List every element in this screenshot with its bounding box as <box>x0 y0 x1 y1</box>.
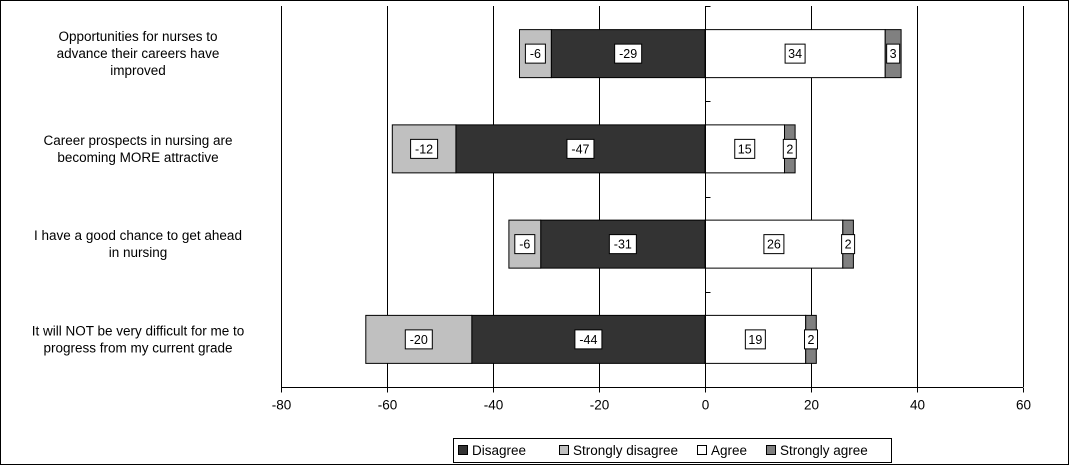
bar-disagree-2 <box>540 219 706 269</box>
data-label-1-0: -47 <box>571 142 589 156</box>
data-label-box-1-1 <box>410 138 439 159</box>
data-label-box-0-0 <box>614 43 643 64</box>
legend-box <box>453 438 892 463</box>
data-label-box-3-0 <box>574 329 603 350</box>
data-label-box-2-1 <box>514 234 536 255</box>
x-tick-label-7: 60 <box>1016 398 1031 413</box>
data-label-3-0: -44 <box>579 333 597 347</box>
data-label-box-1-0 <box>566 138 595 159</box>
category-label-3: It will NOT be very difficult for me to p… <box>32 323 245 355</box>
legend-label-strongly-disagree: Strongly disagree <box>573 443 678 458</box>
data-label-1-1: -12 <box>415 142 433 156</box>
data-label-box-3-3 <box>804 329 818 350</box>
legend-swatch-strongly-disagree <box>559 445 569 455</box>
data-label-box-2-0 <box>608 234 637 255</box>
legend-swatch-disagree <box>458 445 468 455</box>
data-label-box-0-3 <box>886 43 901 64</box>
x-tick-label-1: -60 <box>378 398 398 413</box>
category-label-1: Career prospects in nursing are becoming … <box>43 133 232 165</box>
data-label-0-0: -29 <box>619 47 637 61</box>
data-label-0-1: -6 <box>530 47 541 61</box>
legend-label-agree: Agree <box>711 443 747 458</box>
data-label-0-3: 3 <box>890 47 897 61</box>
data-label-box-0-1 <box>524 43 546 64</box>
data-label-box-3-1 <box>404 329 433 350</box>
data-label-2-1: -6 <box>519 238 530 252</box>
data-label-3-1: -20 <box>410 333 428 347</box>
x-tick-label-6: 40 <box>910 398 925 413</box>
x-tick-label-0: -80 <box>272 398 292 413</box>
category-label-2: I have a good chance to get ahead in nurs… <box>34 228 242 260</box>
data-label-box-1-3 <box>782 138 797 159</box>
data-label-box-2-3 <box>841 234 856 255</box>
data-label-3-2: 19 <box>748 333 762 347</box>
data-label-3-3: 2 <box>808 333 815 347</box>
category-label-0: Opportunities for nurses to advance their… <box>57 29 220 78</box>
data-label-box-0-2 <box>784 43 806 64</box>
data-label-0-2: 34 <box>788 47 802 61</box>
data-label-1-3: 2 <box>786 142 793 156</box>
legend-swatch-agree <box>697 445 707 455</box>
data-label-2-3: 2 <box>845 238 852 252</box>
data-label-2-0: -31 <box>614 238 632 252</box>
data-label-box-1-2 <box>734 138 756 159</box>
data-label-2-2: 26 <box>767 238 781 252</box>
data-label-box-3-2 <box>744 329 766 350</box>
data-label-1-2: 15 <box>738 142 752 156</box>
x-tick-label-4: 0 <box>702 398 710 413</box>
x-tick-label-5: 20 <box>804 398 819 413</box>
legend-swatch-strongly-agree <box>766 445 776 455</box>
data-label-box-2-2 <box>763 234 785 255</box>
legend-label-disagree: Disagree <box>472 443 526 458</box>
legend-label-strongly-agree: Strongly agree <box>780 443 868 458</box>
x-tick-label-3: -20 <box>590 398 610 413</box>
x-tick-label-2: -40 <box>484 398 504 413</box>
